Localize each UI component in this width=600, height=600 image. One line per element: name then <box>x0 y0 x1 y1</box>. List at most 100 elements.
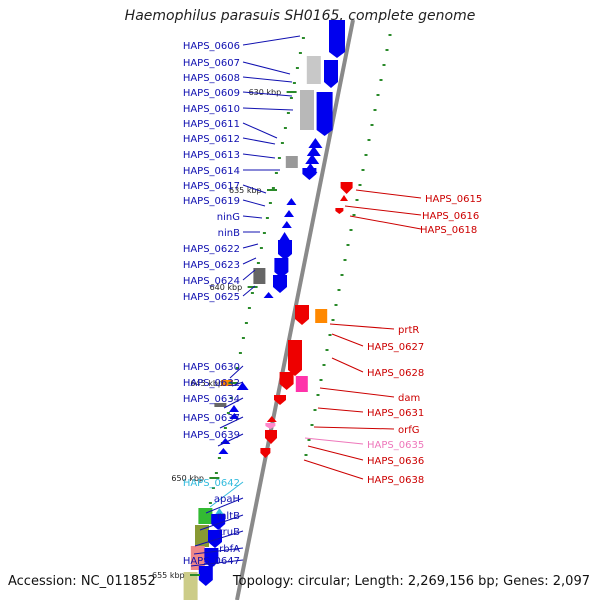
gene-arrow <box>220 438 231 444</box>
gene-label-left: HAPS_0606 <box>183 41 240 52</box>
gene-label-left: ninB <box>218 228 240 239</box>
leader-line <box>242 199 266 207</box>
gene-arrow <box>273 275 287 293</box>
leader-line <box>217 433 244 447</box>
gene-label-left: HAPS_0625 <box>183 292 240 303</box>
gene-arrow <box>278 240 292 260</box>
gene-box <box>315 309 328 323</box>
leader-line <box>242 107 294 111</box>
gene-label-right: HAPS_0627 <box>367 342 424 353</box>
gene-box <box>221 380 233 386</box>
gene-arrow <box>324 60 338 88</box>
accession-text: Accession: NC_011852 <box>8 574 156 589</box>
leader-line <box>219 416 244 429</box>
gene-box <box>295 376 308 392</box>
gene-arrow <box>279 232 290 240</box>
gene-box <box>183 572 198 600</box>
scale-label: 655 kbp <box>152 571 185 580</box>
gene-label-left: HAPS_0613 <box>183 150 240 161</box>
gene-arrow <box>266 416 277 422</box>
scale-label: 635 kbp <box>229 186 262 195</box>
leader-line <box>242 184 267 194</box>
left-gene-labels: HAPS_0606 HAPS_0607 HAPS_0608 HAPS_0609 HAPS… <box>183 35 301 567</box>
leader-line <box>242 269 256 281</box>
leader-line <box>242 61 291 75</box>
leader-line <box>355 189 422 199</box>
gene-label-left: HAPS_0614 <box>183 166 240 177</box>
gene-arrow <box>260 448 271 458</box>
gene-arrow <box>306 146 321 156</box>
gene-label-right: HAPS_0616 <box>422 211 479 222</box>
gene-arrow <box>308 138 323 148</box>
leader-line <box>205 497 244 514</box>
gene-label-left: HAPS_0608 <box>183 73 240 84</box>
gene-label-left: HAPS_0637 <box>183 413 240 424</box>
leader-line <box>242 122 278 139</box>
scale-label: 645 kbp <box>190 379 223 388</box>
gene-label-right: HAPS_0635 <box>367 440 424 451</box>
leader-line <box>242 257 257 265</box>
leader-line <box>194 530 244 547</box>
leader-line <box>331 357 364 373</box>
leader-line <box>229 365 244 379</box>
leader-line <box>223 397 244 409</box>
gene-arrow <box>274 258 289 278</box>
gene-arrow <box>302 168 317 180</box>
gene-arrow <box>305 154 320 164</box>
gene-label-right: dam <box>398 393 420 404</box>
gene-box <box>253 268 266 284</box>
leader-line <box>329 323 395 330</box>
leader-line <box>331 333 364 347</box>
right-gene-labels: HAPS_0615 HAPS_0616 HAPS_0618 prtR HAPS_0627… <box>303 189 482 486</box>
gene-label-left: HAPS_0609 <box>183 88 240 99</box>
leader-line <box>242 35 301 46</box>
leader-line <box>349 215 422 230</box>
gene-arrow <box>329 20 345 58</box>
leader-line <box>231 381 244 387</box>
gene-box <box>285 156 298 168</box>
gene-arrow <box>198 566 213 586</box>
gene-arrow <box>215 508 224 514</box>
leader-line <box>242 243 259 249</box>
scale-labels: 630 kbp 635 kbp 640 kbp 645 kbp 650 kbp 655 k… <box>152 88 297 580</box>
gene-label-left: HAPS_0622 <box>183 244 240 255</box>
gene-arrow <box>208 530 222 548</box>
topology-summary: Topology: circular; Length: 2,269,156 bp… <box>232 574 590 589</box>
leader-line <box>242 91 293 97</box>
gene-label-left: HAPS_0619 <box>183 196 240 207</box>
leader-line <box>242 153 276 159</box>
gene-arrow <box>229 413 240 419</box>
gene-label-right: HAPS_0638 <box>367 475 424 486</box>
gene-box <box>190 546 205 570</box>
gene-label-left: HAPS_0623 <box>183 260 240 271</box>
leader-line <box>313 426 395 430</box>
leader-line <box>344 205 422 216</box>
gene-arrow <box>288 340 302 376</box>
leader-line <box>209 481 244 508</box>
gene-label-right: HAPS_0618 <box>420 225 477 236</box>
gene-arrow <box>229 405 239 412</box>
gene-arrow <box>279 372 294 390</box>
gene-label-left: HAPS_0612 <box>183 134 240 145</box>
leader-line <box>319 387 395 398</box>
gene-label-right: HAPS_0631 <box>367 408 424 419</box>
gene-label-left: HAPS_0642 <box>183 478 240 489</box>
leader-line <box>307 445 364 461</box>
gene-box <box>306 56 321 84</box>
gene-label-right: HAPS_0628 <box>367 368 424 379</box>
gene-label-right: prtR <box>398 325 419 336</box>
leader-line <box>242 76 293 83</box>
gene-label-left: HAPS_0611 <box>183 119 240 130</box>
gene-arrow <box>284 210 294 217</box>
gene-label-right: HAPS_0636 <box>367 456 424 467</box>
gene-arrow <box>263 292 274 298</box>
map-title: Haemophilus parasuis SH0165, complete ge… <box>124 8 476 24</box>
gene-arrow <box>340 195 348 201</box>
gene-arrow <box>340 182 353 194</box>
gene-box <box>214 403 227 407</box>
gene-box <box>195 525 209 547</box>
gene-label-left: HAPS_0630 <box>183 362 240 373</box>
gene-arrow <box>211 514 226 530</box>
scale-label: 640 kbp <box>210 283 243 292</box>
